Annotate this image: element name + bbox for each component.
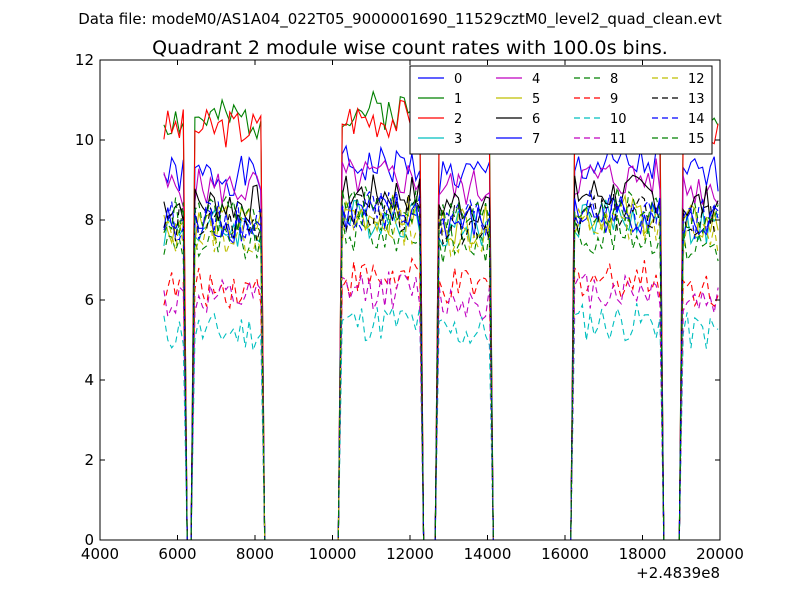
legend-label-4: 4 [532,72,540,87]
series-lines [163,89,719,541]
y-tick-label: 10 [75,131,94,149]
y-tick-label: 12 [75,51,94,69]
legend-label-8: 8 [610,72,618,87]
legend-label-6: 6 [532,112,540,127]
legend-label-1: 1 [454,92,462,107]
x-tick-label: 20000 [696,545,744,563]
series-line-5 [163,193,719,541]
y-tick-label: 6 [84,291,94,309]
series-line-15 [163,186,719,541]
y-tick-label: 2 [84,451,94,469]
x-tick-label: 12000 [386,545,434,563]
series-line-10 [163,302,719,541]
x-tick-label: 4000 [81,545,119,563]
legend-label-0: 0 [454,72,462,87]
legend-label-13: 13 [688,92,705,107]
x-tick-label: 16000 [541,545,589,563]
legend-label-15: 15 [688,132,705,147]
legend-label-9: 9 [610,92,618,107]
y-tick-label: 4 [84,371,94,389]
x-tick-label: 14000 [464,545,512,563]
series-line-12 [163,206,719,541]
legend-label-14: 14 [688,112,705,127]
chart-suptitle: Data file: modeM0/AS1A04_022T05_90000016… [78,10,722,29]
legend-label-10: 10 [610,112,627,127]
x-tick-label: 18000 [619,545,667,563]
legend-label-7: 7 [532,132,540,147]
legend-label-2: 2 [454,112,462,127]
series-line-3 [163,199,719,541]
y-tick-label: 0 [84,531,94,549]
legend-label-3: 3 [454,132,462,147]
legend-label-5: 5 [532,92,540,107]
legend-label-11: 11 [610,132,627,147]
x-tick-label: 6000 [158,545,196,563]
legend-label-12: 12 [688,72,705,87]
series-line-0 [163,144,719,541]
x-offset-label: +2.4839e8 [636,564,720,582]
series-line-13 [163,193,719,541]
x-tick-label: 8000 [236,545,274,563]
series-line-14 [163,189,719,541]
axes: 4000 6000 8000 10000 12000 14000 16000 18000 200… [75,51,744,563]
y-tick-label: 8 [84,211,94,229]
x-tick-label: 10000 [309,545,357,563]
chart-title: Quadrant 2 module wise count rates with … [152,37,668,59]
series-line-9 [163,256,719,541]
legend-box [409,65,713,155]
series-line-8 [163,213,719,541]
